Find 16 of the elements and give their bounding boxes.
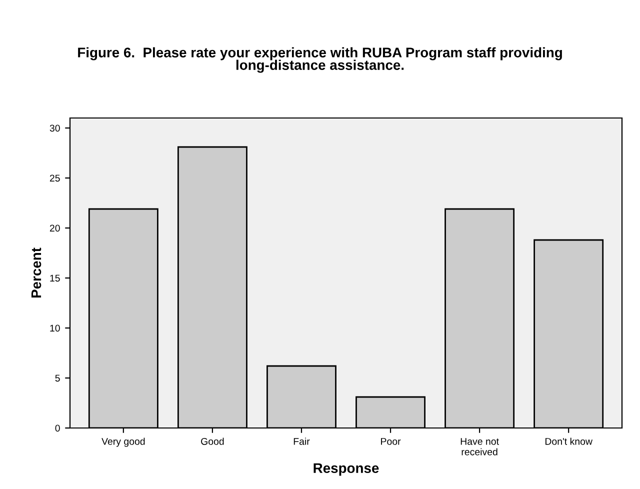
- chart-title: Figure 6. Please rate your experience with RUBA Program staff providing long-distance assistance.: [78, 47, 562, 73]
- y-tick-label: 20: [50, 224, 60, 232]
- x-tick-label: Good: [201, 438, 224, 445]
- y-tick-label: 25: [50, 174, 60, 182]
- x-tick-label: Very good: [102, 438, 145, 447]
- y-tick-label: 30: [50, 124, 60, 132]
- y-tick-label: 0: [55, 424, 60, 432]
- x-tick-label: Have not received: [460, 438, 499, 456]
- x-tick-label: Poor: [381, 438, 401, 445]
- y-tick-label: 10: [50, 324, 60, 332]
- x-axis-title: Response: [314, 463, 379, 476]
- y-tick-label: 5: [55, 374, 60, 382]
- x-tick-label: Fair: [294, 438, 310, 445]
- y-tick-label: 15: [50, 274, 60, 282]
- y-axis-title: Percent: [31, 248, 42, 298]
- x-tick-label: Don't know: [545, 438, 592, 445]
